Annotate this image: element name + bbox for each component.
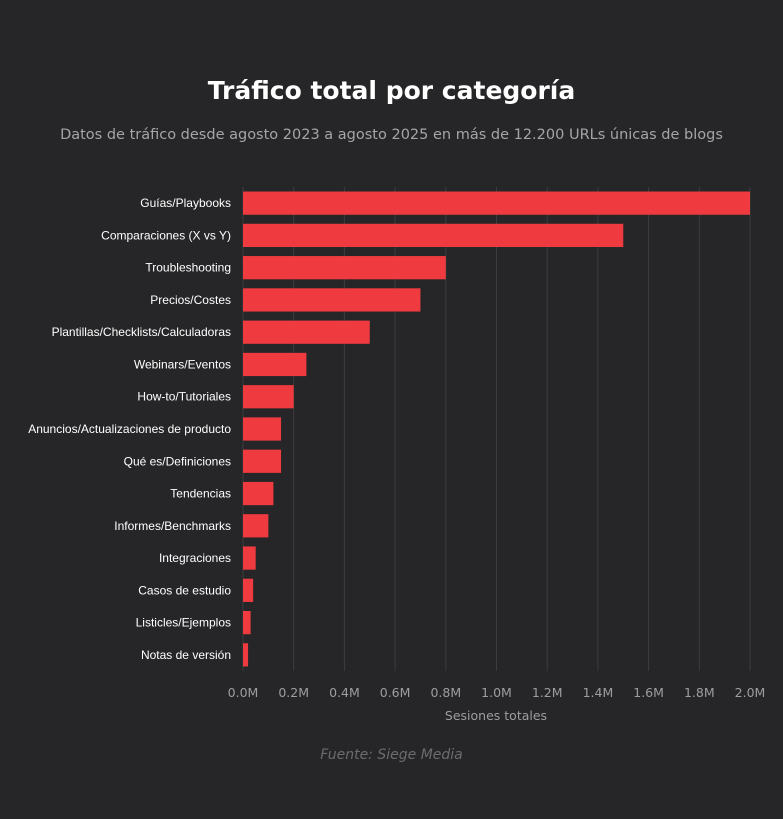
source-note: Fuente: Siege Media: [320, 747, 463, 763]
x-tick-label: 0.0M: [228, 685, 259, 700]
category-label: Comparaciones (X vs Y): [101, 228, 231, 242]
bar: [243, 546, 256, 570]
category-label: Plantillas/Checklists/Calculadoras: [52, 325, 231, 339]
bars: [243, 191, 750, 667]
bar: [243, 514, 269, 538]
x-tick-label: 1.0M: [481, 685, 512, 700]
bar: [243, 385, 294, 409]
x-tick-label: 0.6M: [380, 685, 411, 700]
category-label: Informes/Benchmarks: [114, 519, 231, 533]
bar: [243, 288, 421, 312]
category-label: Listicles/Ejemplos: [136, 616, 231, 630]
bar: [243, 481, 274, 506]
category-labels: Guías/Playbooks Comparaciones (X vs Y) Tro…: [28, 196, 231, 662]
bar: [243, 610, 251, 635]
bar: [243, 320, 370, 344]
chart-title: Tráfico total por categoría: [207, 76, 576, 105]
category-label: Casos de estudio: [138, 583, 231, 597]
chart-subtitle: Datos de tráfico desde agosto 2023 a ago…: [60, 127, 723, 143]
bar: [243, 449, 282, 473]
bar: [243, 256, 446, 280]
x-tick-label: 2.0M: [735, 685, 766, 700]
bar: [243, 352, 307, 377]
category-label: Tendencias: [170, 487, 231, 501]
category-label: Precios/Costes: [150, 293, 231, 307]
category-label: Qué es/Definiciones: [124, 454, 231, 468]
bar: [243, 191, 750, 215]
category-label: Troubleshooting: [145, 261, 231, 275]
x-tick-label: 1.4M: [583, 685, 614, 700]
x-tick-label: 0.2M: [278, 685, 309, 700]
bar: [243, 223, 624, 248]
x-tick-labels: 0.0M 0.2M 0.4M 0.6M 0.8M 1.0M 1.2M 1.4M 1.6M 1.8M…: [228, 685, 766, 700]
category-label: Notas de versión: [141, 648, 231, 662]
bar: [243, 578, 254, 602]
x-tick-label: 1.8M: [684, 685, 715, 700]
x-tick-label: 1.6M: [633, 685, 664, 700]
category-label: Anuncios/Actualizaciones de producto: [28, 422, 231, 436]
x-tick-label: 1.2M: [532, 685, 563, 700]
category-label: Guías/Playbooks: [140, 196, 231, 210]
bar: [243, 643, 249, 667]
x-axis-title: Sesiones totales: [445, 708, 547, 723]
category-label: Webinars/Eventos: [134, 357, 231, 371]
bar: [243, 417, 282, 441]
category-label: Integraciones: [159, 551, 231, 565]
x-tick-label: 0.8M: [430, 685, 461, 700]
category-label: How-to/Tutoriales: [137, 390, 231, 404]
x-tick-label: 0.4M: [329, 685, 360, 700]
